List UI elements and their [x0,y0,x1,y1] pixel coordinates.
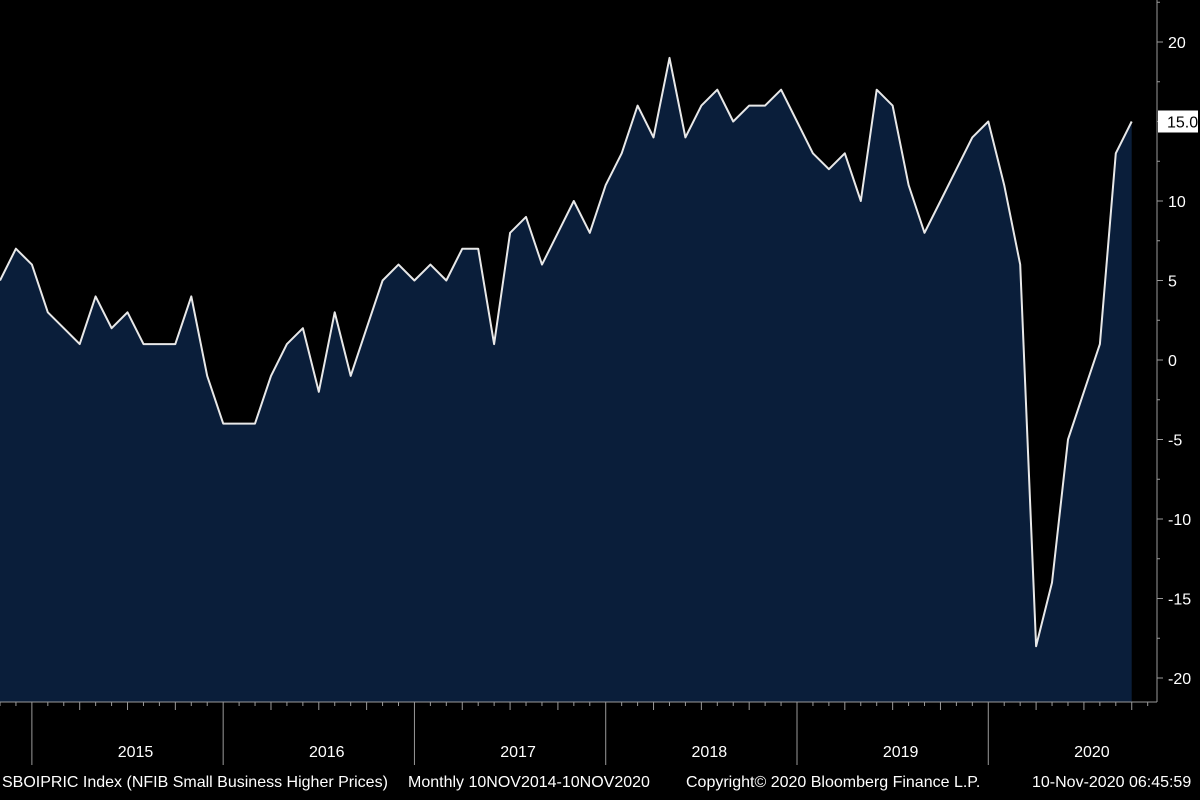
data-point [1131,121,1133,123]
data-point [127,311,129,313]
data-point [174,343,176,345]
data-point [1051,582,1053,584]
data-point [413,280,415,282]
data-point [222,423,224,425]
data-point [796,121,798,123]
data-point [605,184,607,186]
data-point [1083,391,1085,393]
data-point [764,105,766,107]
data-point [573,200,575,202]
data-point [860,200,862,202]
data-point [525,216,527,218]
data-point [143,343,145,345]
data-point [924,232,926,234]
data-point [812,152,814,154]
data-point [334,311,336,313]
data-point [445,280,447,282]
series-label: SBOIPRIC Index (NFIB Small Business High… [2,774,388,791]
data-point [158,343,160,345]
last-value-label: 15.0 [1167,115,1198,132]
series-area [0,57,1132,702]
y-tick-label: 0 [1168,353,1177,370]
data-point [366,327,368,329]
data-point [971,136,973,138]
data-point [653,136,655,138]
data-point [684,136,686,138]
data-point [828,168,830,170]
data-point [748,105,750,107]
data-point [254,423,256,425]
data-point [318,391,320,393]
data-point [206,375,208,377]
data-point [382,280,384,282]
data-point [286,343,288,345]
data-point [95,295,97,297]
data-point [700,105,702,107]
series-line [0,56,1133,648]
y-tick-label: -20 [1168,671,1191,688]
data-point [190,295,192,297]
data-point [1003,184,1005,186]
x-year-label: 2019 [883,744,919,761]
data-point [940,200,942,202]
data-point [1115,152,1117,154]
x-year-label: 2020 [1074,744,1110,761]
data-point [589,232,591,234]
x-year-label: 2018 [692,744,728,761]
data-point [350,375,352,377]
data-point [1035,645,1037,647]
timestamp-label: 10-Nov-2020 06:45:59 [1032,774,1192,791]
data-point [461,248,463,250]
data-point [541,264,543,266]
data-point [987,121,989,123]
data-point [31,264,33,266]
data-point [398,264,400,266]
y-tick-label: -15 [1168,592,1191,609]
data-point [302,327,304,329]
data-point [47,311,49,313]
data-point [637,105,639,107]
footer-bar: SBOIPRIC Index (NFIB Small Business High… [0,771,1200,800]
data-point [79,343,81,345]
data-point [1019,264,1021,266]
y-tick-label: -5 [1168,433,1182,450]
data-point [621,152,623,154]
x-year-label: 2017 [500,744,536,761]
data-point [557,232,559,234]
x-year-label: 2016 [309,744,345,761]
data-point [876,89,878,91]
data-point [844,152,846,154]
last-value-box [1158,110,1198,133]
axes: 20151050-5-10-15-2015.020152016201720182… [0,0,1198,765]
data-point [493,343,495,345]
data-point [270,375,272,377]
data-point [111,327,113,329]
data-point [892,105,894,107]
data-point [716,89,718,91]
data-point [732,121,734,123]
y-tick-label: 5 [1168,274,1177,291]
y-tick-label: -10 [1168,512,1191,529]
data-point [908,184,910,186]
data-point [955,168,957,170]
data-point [15,248,17,250]
y-tick-label: 20 [1168,35,1186,52]
data-point [238,423,240,425]
data-point [669,57,671,59]
data-point [429,264,431,266]
x-year-label: 2015 [118,744,154,761]
data-point [1099,343,1101,345]
data-point [1067,439,1069,441]
y-tick-label: 10 [1168,194,1186,211]
plot-area [0,56,1133,702]
data-point [780,89,782,91]
data-point [477,248,479,250]
data-point [509,232,511,234]
range-label: Monthly 10NOV2014-10NOV2020 [408,774,650,791]
data-point [63,327,65,329]
copyright-label: Copyright© 2020 Bloomberg Finance L.P. [686,774,981,791]
